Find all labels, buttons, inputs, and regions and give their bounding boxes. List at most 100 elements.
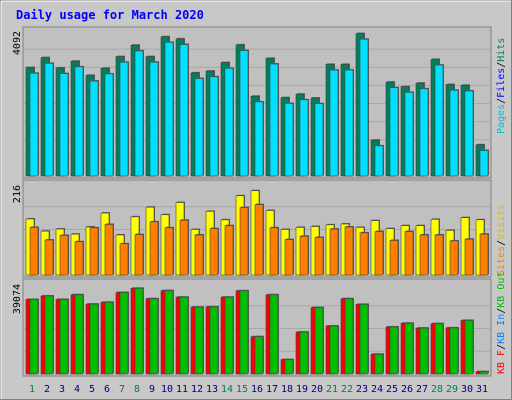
bar-kb-out-day-6 xyxy=(104,301,114,375)
legend-kbout: KB Out xyxy=(496,272,507,308)
bar-kb-out-day-28 xyxy=(434,323,444,375)
bar-pages-day-21 xyxy=(329,69,339,177)
bar-kb-out-day-1 xyxy=(29,299,39,375)
day-label-22: 22 xyxy=(341,384,353,395)
kbytes-ymax-label: 39074 xyxy=(12,284,23,314)
hits-ymax-label: 4092 xyxy=(12,31,23,55)
bar-sites-day-25 xyxy=(389,240,399,276)
bar-pages-day-26 xyxy=(404,92,414,177)
bar-sites-day-11 xyxy=(179,219,189,276)
day-label-29: 29 xyxy=(446,384,458,395)
bar-pages-day-19 xyxy=(299,99,309,177)
legend-files: Files xyxy=(496,68,507,98)
bar-kb-out-day-31 xyxy=(479,371,489,375)
bar-pages-day-27 xyxy=(419,88,429,177)
bar-pages-day-18 xyxy=(284,103,294,177)
bar-pages-day-2 xyxy=(44,63,54,177)
bar-sites-day-14 xyxy=(224,225,234,276)
day-label-30: 30 xyxy=(461,384,473,395)
bar-pages-day-16 xyxy=(254,101,264,177)
bar-pages-day-5 xyxy=(89,80,99,177)
day-label-14: 14 xyxy=(221,384,233,395)
legend-kbf: KB F xyxy=(496,350,507,374)
bar-pages-day-28 xyxy=(434,64,444,177)
legend-pages: Pages xyxy=(496,104,507,134)
bar-kb-out-day-10 xyxy=(164,290,174,375)
bar-kb-out-day-2 xyxy=(44,295,54,375)
bar-pages-day-30 xyxy=(464,90,474,177)
bar-kb-out-day-30 xyxy=(464,320,474,375)
bar-sites-day-31 xyxy=(479,233,489,276)
day-label-18: 18 xyxy=(281,384,293,395)
bar-kb-out-day-24 xyxy=(374,353,384,375)
bar-sites-day-30 xyxy=(464,238,474,276)
bar-sites-day-21 xyxy=(329,228,339,276)
bar-pages-day-4 xyxy=(74,66,84,177)
bar-pages-day-1 xyxy=(29,72,39,177)
bar-pages-day-23 xyxy=(359,38,369,177)
day-label-2: 2 xyxy=(44,384,50,395)
bar-sites-day-6 xyxy=(104,224,114,276)
bar-sites-day-10 xyxy=(164,227,174,276)
day-label-15: 15 xyxy=(236,384,248,395)
day-label-8: 8 xyxy=(134,384,140,395)
bar-sites-day-5 xyxy=(89,227,99,276)
bar-sites-day-18 xyxy=(284,239,294,276)
bar-sites-day-7 xyxy=(119,243,129,276)
bar-kb-out-day-26 xyxy=(404,322,414,375)
bar-kb-out-day-8 xyxy=(134,287,144,375)
day-label-27: 27 xyxy=(416,384,428,395)
day-label-20: 20 xyxy=(311,384,323,395)
bar-sites-day-29 xyxy=(449,240,459,276)
bar-kb-out-day-29 xyxy=(449,327,459,375)
bar-kb-out-day-23 xyxy=(359,304,369,375)
bar-sites-day-3 xyxy=(59,235,69,276)
bar-pages-day-29 xyxy=(449,89,459,177)
day-label-9: 9 xyxy=(149,384,155,395)
day-label-17: 17 xyxy=(266,384,278,395)
day-label-3: 3 xyxy=(59,384,65,395)
bar-pages-day-20 xyxy=(314,103,324,177)
bar-marks xyxy=(25,32,489,375)
day-label-5: 5 xyxy=(89,384,95,395)
bar-pages-day-11 xyxy=(179,44,189,177)
bar-kb-out-day-19 xyxy=(299,331,309,375)
bar-pages-day-7 xyxy=(119,61,129,177)
day-label-23: 23 xyxy=(356,384,368,395)
day-label-7: 7 xyxy=(119,384,125,395)
bar-pages-day-24 xyxy=(374,145,384,177)
bar-sites-day-2 xyxy=(44,239,54,276)
bar-sites-day-26 xyxy=(404,231,414,276)
chart-title: Daily usage for March 2020 xyxy=(16,8,204,22)
bar-kb-out-day-12 xyxy=(194,306,204,375)
bar-kb-out-day-21 xyxy=(329,325,339,375)
bar-pages-day-17 xyxy=(269,63,279,177)
bar-kb-out-day-15 xyxy=(239,290,249,375)
bar-sites-day-22 xyxy=(344,226,354,276)
bar-kb-out-day-4 xyxy=(74,294,84,375)
day-label-6: 6 xyxy=(104,384,110,395)
bar-sites-day-16 xyxy=(254,204,264,276)
kbytes-legend: KB F/KB In/KB Out xyxy=(496,272,507,374)
bar-pages-day-13 xyxy=(209,76,219,177)
bar-kb-out-day-20 xyxy=(314,307,324,375)
day-label-10: 10 xyxy=(161,384,173,395)
bar-sites-day-13 xyxy=(209,228,219,276)
bar-pages-day-22 xyxy=(344,69,354,177)
legend-sites: Sites xyxy=(496,246,507,276)
bar-pages-day-14 xyxy=(224,67,234,177)
bar-sites-day-28 xyxy=(434,234,444,276)
bar-sites-day-1 xyxy=(29,227,39,276)
day-label-19: 19 xyxy=(296,384,308,395)
bar-sites-day-15 xyxy=(239,207,249,276)
bar-sites-day-9 xyxy=(149,221,159,276)
day-label-12: 12 xyxy=(191,384,203,395)
day-label-21: 21 xyxy=(326,384,338,395)
day-label-11: 11 xyxy=(176,384,188,395)
bar-pages-day-15 xyxy=(239,50,249,177)
visits-ymax-label: 216 xyxy=(12,185,23,203)
bar-kb-out-day-14 xyxy=(224,296,234,375)
visits-legend: Sites/Visits xyxy=(496,204,507,276)
day-label-26: 26 xyxy=(401,384,413,395)
